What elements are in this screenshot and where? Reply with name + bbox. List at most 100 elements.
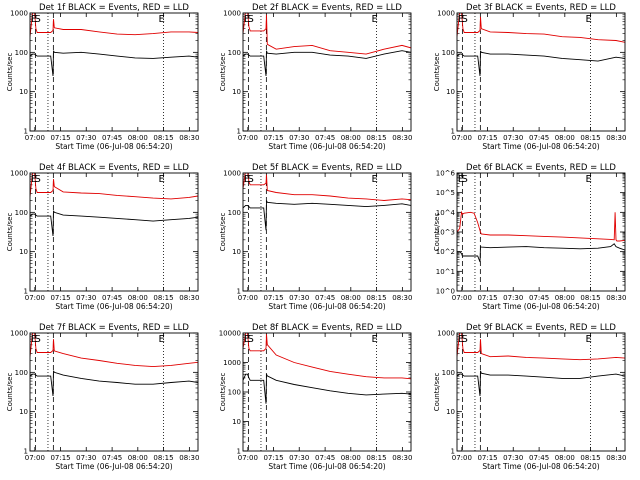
plot-frame: [29, 332, 199, 452]
y-tick-label: 10: [19, 408, 28, 416]
y-tick-label: 1000: [223, 359, 241, 367]
x-tick-label: 07:00: [25, 294, 45, 302]
panel-det-3f: Det 3f BLACK = Events, RED = LLD Counts/s…: [433, 3, 626, 151]
plot-frame: [242, 12, 412, 132]
series-line-events: [30, 210, 198, 237]
event-marker-label: E: [244, 174, 250, 185]
panel-det-5f: Det 5f BLACK = Events, RED = LLD Counts/s…: [219, 163, 412, 311]
y-tick-label: 10: [232, 248, 241, 256]
y-tick-label: 10: [232, 88, 241, 96]
panel-det-6f: Det 6f BLACK = Events, RED = LLD Counts/s…: [433, 163, 626, 311]
y-tick-label: 1: [451, 448, 455, 456]
plot-frame: [456, 332, 626, 452]
series-line-lld: [457, 210, 625, 242]
y-tick-label: 10^5: [436, 189, 455, 197]
event-marker-label: E: [31, 14, 37, 25]
event-marker-label: S: [247, 334, 253, 345]
x-axis-label: Start Time (06-Jul-08 06:54:20): [55, 462, 172, 471]
x-tick-label: 07:00: [25, 454, 45, 462]
series-line-lld: [30, 333, 198, 368]
x-tick-label: 07:30: [76, 134, 96, 142]
event-marker-label: E: [585, 174, 591, 185]
x-axis-label: Start Time (06-Jul-08 06:54:20): [55, 142, 172, 151]
event-marker-label: E: [458, 174, 464, 185]
x-tick-label: 07:45: [315, 134, 335, 142]
event-marker-label: S: [34, 14, 40, 25]
x-tick-label: 08:15: [153, 454, 173, 462]
series-line-lld: [30, 173, 198, 200]
x-axis-label: Start Time (06-Jul-08 06:54:20): [482, 302, 599, 311]
plot-frame: [29, 12, 199, 132]
x-tick-label: 07:30: [503, 134, 523, 142]
y-tick-label: 1000: [437, 330, 455, 338]
x-tick-label: 08:30: [392, 454, 412, 462]
series-line-events: [243, 50, 411, 77]
x-tick-label: 08:00: [555, 454, 575, 462]
y-tick-label: 100: [15, 369, 28, 377]
y-tick-label: 1: [24, 128, 28, 136]
y-tick-label: 1000: [10, 330, 28, 338]
y-axis-label: Counts/sec: [6, 53, 14, 92]
x-axis-label: Start Time (06-Jul-08 06:54:20): [482, 462, 599, 471]
y-tick-label: 10^6: [436, 170, 456, 178]
x-tick-label: 08:15: [580, 134, 600, 142]
x-tick-label: 07:15: [50, 294, 70, 302]
x-tick-label: 07:15: [263, 134, 283, 142]
y-axis-label: Counts/sec: [219, 213, 227, 252]
x-tick-label: 07:30: [289, 294, 309, 302]
y-tick-label: 10: [446, 88, 455, 96]
x-tick-label: 07:45: [102, 134, 122, 142]
y-tick-label: 10: [19, 248, 28, 256]
series-line-lld: [243, 13, 411, 55]
y-tick-label: 10: [446, 408, 455, 416]
panel-title: Det 2f BLACK = Events, RED = LLD: [252, 3, 402, 13]
event-marker-label: S: [461, 174, 467, 185]
panel-det-8f: Det 8f BLACK = Events, RED = LLD Counts/s…: [219, 323, 413, 471]
x-tick-label: 07:15: [50, 134, 70, 142]
x-tick-label: 07:45: [102, 294, 122, 302]
x-tick-label: 08:30: [179, 134, 199, 142]
x-tick-label: 08:15: [580, 454, 600, 462]
event-marker-label: E: [458, 334, 464, 345]
x-axis-label: Start Time (06-Jul-08 06:54:20): [55, 302, 172, 311]
event-marker-label: E: [158, 174, 164, 185]
series-line-events: [457, 243, 625, 263]
x-tick-label: 08:00: [341, 294, 361, 302]
panel-title: Det 7f BLACK = Events, RED = LLD: [39, 323, 189, 333]
panel-det-1f: Det 1f BLACK = Events, RED = LLD Counts/s…: [6, 3, 199, 151]
y-tick-label: 1: [237, 448, 241, 456]
event-marker-label: E: [158, 334, 164, 345]
y-tick-label: 100: [15, 209, 28, 217]
x-tick-label: 08:15: [153, 294, 173, 302]
y-axis-label: Counts/sec: [219, 373, 227, 412]
y-axis-label: Counts/sec: [219, 53, 227, 92]
event-marker-label: E: [31, 334, 37, 345]
event-marker-label: S: [34, 174, 40, 185]
panel-det-9f: Det 9f BLACK = Events, RED = LLD Counts/s…: [433, 323, 626, 471]
panel-det-7f: Det 7f BLACK = Events, RED = LLD Counts/s…: [6, 323, 199, 471]
plot-frame: [242, 172, 412, 292]
x-axis-label: Start Time (06-Jul-08 06:54:20): [268, 142, 385, 151]
x-tick-label: 07:45: [315, 454, 335, 462]
x-tick-label: 08:30: [606, 134, 626, 142]
event-marker-label: E: [371, 14, 377, 25]
y-tick-label: 1000: [223, 10, 241, 18]
event-marker-label: S: [461, 334, 467, 345]
y-tick-label: 10^0: [436, 288, 455, 296]
x-tick-label: 08:00: [128, 134, 148, 142]
x-tick-label: 08:30: [179, 454, 199, 462]
event-marker-label: S: [34, 334, 40, 345]
y-tick-label: 100: [228, 49, 241, 57]
event-marker-label: E: [244, 14, 250, 25]
x-tick-label: 07:00: [238, 454, 258, 462]
series-line-lld: [243, 333, 411, 380]
x-tick-label: 07:00: [238, 134, 258, 142]
x-tick-label: 07:45: [529, 294, 549, 302]
y-tick-label: 1000: [10, 170, 28, 178]
y-tick-label: 10^4: [436, 209, 456, 217]
x-tick-label: 07:30: [289, 134, 309, 142]
panel-title: Det 5f BLACK = Events, RED = LLD: [252, 163, 402, 173]
series-line-lld: [243, 173, 411, 201]
series-line-events: [457, 370, 625, 397]
y-axis-label: Counts/sec: [6, 373, 14, 412]
